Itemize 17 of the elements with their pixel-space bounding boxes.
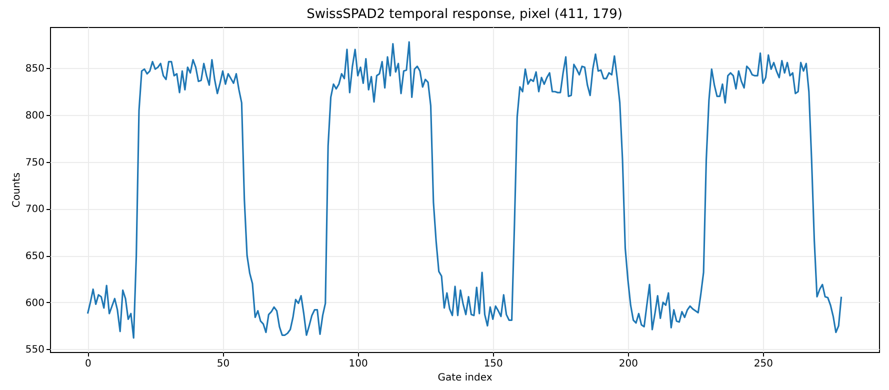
x-tick-label: 150: [484, 358, 503, 370]
y-tick-label: 800: [25, 110, 44, 122]
x-tick-label: 200: [618, 358, 638, 370]
y-tick-label: 650: [25, 251, 44, 262]
y-tick-label: 700: [25, 204, 44, 216]
x-axis-title: Gate index: [438, 372, 492, 384]
line-series: [86, 41, 842, 339]
x-tick-label: 250: [754, 358, 774, 370]
y-tick-label: 550: [25, 344, 44, 356]
y-axis-title: Counts: [11, 172, 22, 208]
y-tick-label: 750: [25, 157, 44, 168]
x-tick-label: 0: [84, 358, 92, 370]
y-tick-label: 850: [25, 64, 44, 75]
x-tick-label: 50: [216, 358, 230, 370]
chart-title: SwissSPAD2 temporal response, pixel (411, 179): [306, 7, 622, 22]
x-tick-label: 100: [348, 358, 368, 370]
y-tick-label: 600: [25, 298, 44, 309]
